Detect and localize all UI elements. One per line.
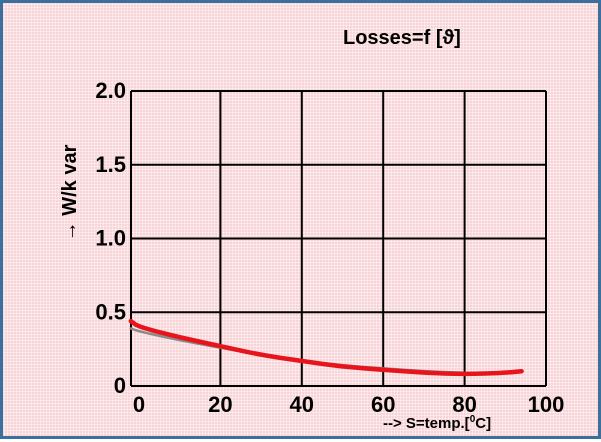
y-tick-label-4: 2.0: [95, 78, 126, 103]
y-tick-label-3: 1.5: [95, 152, 126, 177]
losses-chart: Losses=f [ϑ] 00.51.01.52.0 0 20 40 60 80 100 …: [59, 27, 564, 432]
x-axis-label: --> S=temp.[0C]: [383, 414, 491, 432]
x-tick-labels: 0 20 40 60 80 100: [133, 392, 564, 417]
y-axis-label: → W/k var: [59, 144, 81, 241]
x-tick-label-0: 0: [133, 392, 145, 417]
x-tick-label-4: 80: [452, 392, 476, 417]
x-axis-label-prefix: --> S=temp.[: [383, 415, 470, 432]
x-tick-label-2: 40: [290, 392, 314, 417]
x-axis-label-suffix: C]: [475, 415, 491, 432]
series-line-1: [129, 327, 466, 374]
y-tick-label-2: 1.0: [95, 226, 126, 251]
y-tick-labels: 0 0.5 1.0 1.5 2.0: [95, 78, 126, 398]
x-tick-label-1: 20: [208, 392, 232, 417]
y-tick-label-0: 0: [114, 373, 126, 398]
x-tick-label-5: 100: [528, 392, 565, 417]
y-tick-label-1: 0.5: [95, 299, 126, 324]
grid: [130, 90, 547, 387]
x-tick-label-3: 60: [371, 392, 395, 417]
series-layer: [128, 318, 524, 377]
series-line-0: [128, 318, 524, 377]
x-axis-label-sup: 0: [470, 414, 476, 425]
chart-title: Losses=f [ϑ]: [343, 27, 461, 49]
